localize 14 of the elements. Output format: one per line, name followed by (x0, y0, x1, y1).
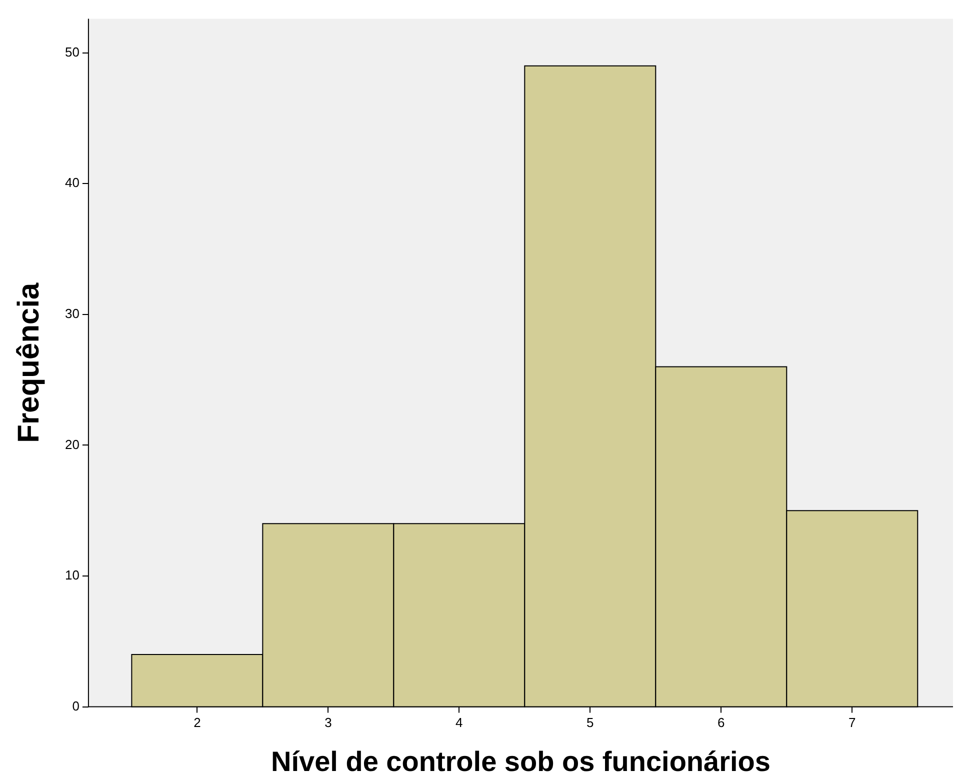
y-tick-label: 40 (64, 175, 80, 190)
x-tick-label: 6 (718, 715, 725, 730)
x-axis-title: Nível de controle sob os funcionários (271, 746, 770, 777)
x-tick-label: 4 (456, 715, 463, 730)
x-tick-label: 3 (324, 715, 332, 730)
x-tick-label: 7 (848, 715, 856, 730)
y-tick-label: 30 (64, 306, 80, 321)
y-tick-label: 0 (72, 698, 80, 714)
y-tick-label: 20 (64, 436, 80, 452)
y-tick-label: 10 (64, 568, 80, 583)
x-tick-label: 5 (586, 715, 594, 730)
y-axis-title: Frequência (12, 282, 46, 443)
x-tick-label: 2 (194, 715, 201, 730)
y-tick-label: 50 (64, 44, 80, 60)
